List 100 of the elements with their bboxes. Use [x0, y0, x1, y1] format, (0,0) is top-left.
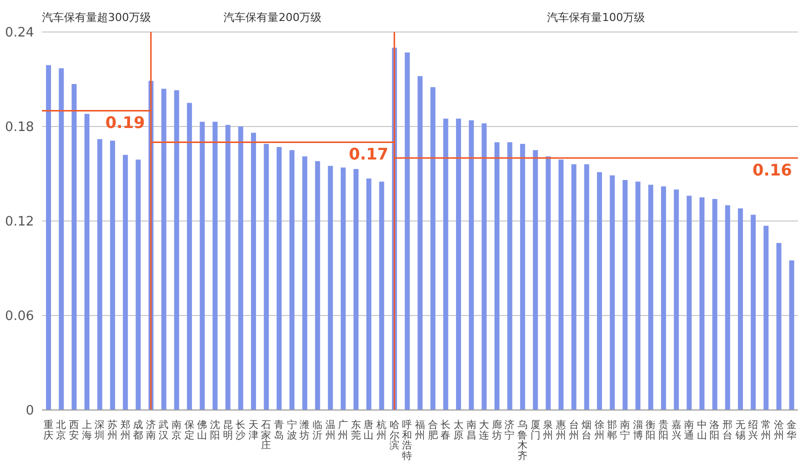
x-tick-label: 东莞	[350, 419, 361, 442]
bar	[110, 140, 116, 410]
bar	[622, 180, 628, 410]
bar	[482, 123, 487, 410]
bar	[186, 102, 192, 410]
x-tick-label: 广州	[338, 419, 348, 442]
x-tick-label: 呼和浩特	[402, 419, 412, 462]
bar	[354, 169, 359, 410]
bar	[532, 150, 538, 410]
bar	[520, 144, 526, 410]
bar	[468, 120, 474, 410]
text: 汽车保有量超300万级	[40, 10, 152, 25]
x-tick-label: 重庆	[43, 419, 54, 442]
x-tick-label: 太原	[453, 419, 464, 442]
x-tick-label: 唐山	[364, 419, 374, 442]
y-tick-label: 0.12	[5, 214, 34, 230]
bar	[699, 197, 704, 410]
x-tick-label: 合肥	[428, 419, 438, 442]
x-tick-label: 贵阳	[658, 419, 668, 442]
x-tick-label: 嘉兴	[671, 419, 682, 442]
bar	[122, 154, 128, 410]
x-tick-label: 乌鲁木齐	[518, 419, 528, 462]
x-tick-label: 福州	[415, 419, 425, 442]
bar	[404, 52, 410, 410]
bar	[340, 167, 346, 410]
bar	[443, 118, 448, 410]
x-tick-label: 温州	[325, 419, 336, 442]
bar	[315, 161, 320, 410]
bar	[328, 166, 333, 410]
bar	[161, 88, 166, 410]
bar	[212, 122, 218, 410]
bar	[648, 184, 654, 410]
bar	[251, 132, 256, 410]
bar	[610, 175, 615, 410]
bar	[571, 164, 576, 410]
bar	[46, 65, 51, 410]
x-tick-label: 南京	[172, 419, 182, 442]
x-tick-label: 常州	[760, 419, 771, 442]
x-tick-label: 绍兴	[748, 419, 758, 442]
x-tick-label: 南宁	[620, 419, 630, 442]
y-tick-label: 0	[26, 404, 34, 419]
x-tick-label: 淄博	[632, 419, 643, 442]
x-tick-label: 泉州	[543, 419, 554, 442]
bar	[725, 205, 730, 410]
bar	[430, 87, 436, 410]
x-tick-label: 深圳	[94, 419, 105, 442]
x-tick-label: 洛阳	[710, 419, 720, 442]
bar	[686, 196, 692, 410]
x-tick-label: 中山	[696, 419, 707, 442]
x-tick-label: 青岛	[274, 419, 284, 442]
bar	[84, 114, 90, 410]
x-tick-label: 上海	[82, 419, 92, 442]
bar	[712, 198, 718, 410]
y-tick-label: 0.06	[5, 309, 34, 324]
x-tick-label: 苏州	[107, 419, 118, 442]
x-tick-label: 南昌	[466, 419, 476, 442]
bar	[661, 186, 666, 410]
text: 汽车保有量100万级	[546, 10, 646, 25]
bar	[264, 144, 269, 410]
x-tick-label: 沧州	[774, 419, 784, 442]
x-tick-label: 南通	[684, 419, 694, 442]
x-tick-label: 天津	[248, 420, 258, 442]
bar	[200, 122, 205, 410]
bar	[238, 126, 244, 410]
x-tick-label: 台州	[568, 419, 579, 442]
text: 汽车保有量200万级	[222, 10, 323, 25]
x-tick-label: 金华	[786, 419, 797, 442]
x-tick-label: 长沙	[236, 419, 246, 442]
x-tick-label: 无锡	[734, 420, 746, 442]
x-tick-label: 邢台	[722, 420, 733, 442]
bar	[546, 156, 551, 410]
x-tick-label: 保定	[184, 420, 194, 442]
x-tick-label: 哈尔滨	[389, 419, 400, 452]
bar	[738, 208, 743, 410]
x-tick-label: 邯郸	[607, 419, 618, 442]
bar	[596, 172, 602, 410]
bar	[789, 260, 794, 410]
bar	[558, 160, 564, 410]
x-tick-label: 惠州	[554, 419, 566, 442]
x-tick-label: 北京	[56, 419, 66, 442]
x-tick-label: 大连	[479, 419, 490, 442]
bar	[674, 190, 679, 410]
x-tick-label: 廊坊	[490, 419, 502, 442]
x-tick-label: 厦门	[530, 420, 540, 442]
bar	[276, 146, 282, 410]
bar	[136, 160, 141, 410]
x-tick-label: 烟台	[582, 419, 592, 442]
bar	[418, 76, 423, 410]
ref-line-label: 0.16	[752, 160, 792, 180]
bar	[174, 90, 180, 410]
x-tick-label: 昆明	[222, 420, 233, 442]
bar	[58, 68, 64, 410]
bar	[225, 124, 230, 410]
bar	[776, 243, 782, 410]
x-tick-label: 济南	[146, 419, 156, 442]
bar	[507, 142, 512, 410]
bar	[456, 118, 462, 410]
x-tick-label: 郑州	[120, 419, 130, 442]
x-tick-label: 武汉	[158, 419, 169, 442]
x-tick-label: 佛山	[197, 420, 208, 442]
